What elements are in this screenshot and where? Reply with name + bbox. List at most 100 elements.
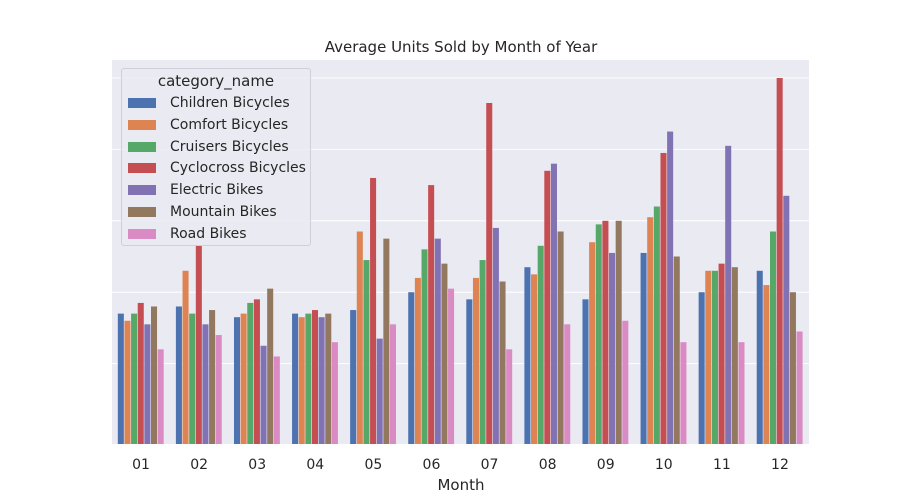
legend-swatch xyxy=(128,98,156,108)
bar-road-bikes-07 xyxy=(506,349,513,444)
legend-item-cyclocross-bicycles: Cyclocross Bicycles xyxy=(128,159,306,177)
bar-children-bicycles-09 xyxy=(582,299,589,444)
bar-mountain-bikes-08 xyxy=(557,231,564,444)
bar-mountain-bikes-07 xyxy=(499,281,506,444)
bar-electric-bikes-02 xyxy=(202,324,209,444)
bar-road-bikes-12 xyxy=(796,331,803,444)
bar-cruisers-bicycles-01 xyxy=(131,313,138,444)
bar-electric-bikes-06 xyxy=(434,238,441,444)
bar-comfort-bicycles-04 xyxy=(298,317,305,444)
legend-label: Children Bicycles xyxy=(170,95,290,111)
bar-children-bicycles-11 xyxy=(698,292,705,444)
bar-electric-bikes-10 xyxy=(667,131,674,445)
bar-road-bikes-09 xyxy=(622,320,629,444)
bar-electric-bikes-03 xyxy=(260,345,267,444)
legend-swatch xyxy=(128,228,156,239)
bar-road-bikes-03 xyxy=(273,356,280,444)
x-tick-label-03: 03 xyxy=(248,457,266,473)
x-tick-label-12: 12 xyxy=(771,457,789,473)
legend-label: Electric Bikes xyxy=(170,182,264,199)
legend-label: Cruisers Bicycles xyxy=(170,138,289,155)
x-tick-label-07: 07 xyxy=(481,457,499,473)
bar-cyclocross-bicycles-07 xyxy=(486,102,493,445)
bar-cyclocross-bicycles-02 xyxy=(195,245,202,444)
bar-cyclocross-bicycles-03 xyxy=(253,299,260,444)
bar-cyclocross-bicycles-06 xyxy=(428,185,435,444)
bar-road-bikes-04 xyxy=(331,342,338,444)
bar-mountain-bikes-03 xyxy=(267,288,274,444)
legend-title: category_name xyxy=(157,72,275,90)
bar-road-bikes-01 xyxy=(157,349,164,444)
legend-swatch xyxy=(128,141,156,152)
bar-comfort-bicycles-06 xyxy=(414,277,421,444)
bar-road-bikes-02 xyxy=(215,335,222,444)
bar-cyclocross-bicycles-12 xyxy=(776,78,783,444)
legend-swatch xyxy=(128,163,156,174)
x-tick-label-01: 01 xyxy=(132,457,150,473)
bar-comfort-bicycles-11 xyxy=(705,270,712,444)
bar-children-bicycles-04 xyxy=(292,313,299,444)
bar-children-bicycles-12 xyxy=(756,270,763,444)
bar-cruisers-bicycles-11 xyxy=(711,270,718,444)
bar-comfort-bicycles-05 xyxy=(356,231,363,444)
bar-cyclocross-bicycles-10 xyxy=(660,152,667,444)
bar-children-bicycles-03 xyxy=(233,317,241,444)
x-tick-label-11: 11 xyxy=(713,457,731,473)
bar-electric-bikes-11 xyxy=(725,145,732,444)
bar-cruisers-bicycles-02 xyxy=(189,313,196,444)
x-tick-label-08: 08 xyxy=(539,457,557,473)
x-tick-label-05: 05 xyxy=(364,457,382,473)
x-tick-labels: 01 02 03 04 05 06 07 08 09 10 11 12 xyxy=(132,457,789,473)
bar-comfort-bicycles-10 xyxy=(647,217,654,444)
bar-comfort-bicycles-07 xyxy=(472,277,479,444)
bar-mountain-bikes-02 xyxy=(209,310,216,444)
bar-cruisers-bicycles-12 xyxy=(770,231,777,444)
bar-mountain-bikes-06 xyxy=(441,263,448,444)
bar-mountain-bikes-04 xyxy=(325,313,332,444)
bar-road-bikes-10 xyxy=(680,342,687,444)
bar-comfort-bicycles-01 xyxy=(124,320,131,444)
bar-mountain-bikes-12 xyxy=(789,292,796,444)
bar-cruisers-bicycles-03 xyxy=(247,302,254,444)
bar-comfort-bicycles-12 xyxy=(763,285,770,444)
bar-cruisers-bicycles-08 xyxy=(537,245,544,444)
bar-cyclocross-bicycles-09 xyxy=(602,220,609,444)
legend-item-cruisers-bicycles: Cruisers Bicycles xyxy=(128,138,289,156)
bar-electric-bikes-01 xyxy=(144,324,151,444)
bar-electric-bikes-05 xyxy=(376,338,383,444)
bar-mountain-bikes-10 xyxy=(673,256,680,444)
legend: category_name Children Bicycles Comfort B… xyxy=(121,68,311,246)
legend-item-road-bikes: Road Bikes xyxy=(128,225,247,243)
legend-item-children-bicycles: Children Bicycles xyxy=(128,94,290,112)
chart-title: Average Units Sold by Month of Year xyxy=(325,38,598,56)
bar-cruisers-bicycles-05 xyxy=(363,260,370,444)
bar-cruisers-bicycles-09 xyxy=(595,224,602,444)
bar-comfort-bicycles-08 xyxy=(531,274,538,444)
bar-electric-bikes-04 xyxy=(318,317,325,444)
bar-comfort-bicycles-03 xyxy=(240,313,247,444)
x-tick-label-10: 10 xyxy=(655,457,673,473)
bar-mountain-bikes-09 xyxy=(615,220,622,444)
x-tick-label-09: 09 xyxy=(597,457,615,473)
bar-children-bicycles-10 xyxy=(640,252,647,444)
bar-cruisers-bicycles-04 xyxy=(305,313,312,444)
bar-cyclocross-bicycles-01 xyxy=(137,302,144,444)
bar-cyclocross-bicycles-04 xyxy=(311,310,319,444)
bar-mountain-bikes-11 xyxy=(731,267,738,444)
bar-mountain-bikes-01 xyxy=(151,306,158,444)
bar-cruisers-bicycles-10 xyxy=(653,206,660,444)
bar-children-bicycles-06 xyxy=(408,292,415,444)
bar-children-bicycles-02 xyxy=(175,306,182,444)
bar-children-bicycles-08 xyxy=(524,267,531,444)
bars-layer xyxy=(117,78,803,445)
legend-label: Comfort Bicycles xyxy=(170,116,289,133)
bar-road-bikes-08 xyxy=(564,324,571,444)
bar-electric-bikes-12 xyxy=(783,195,790,444)
bar-road-bikes-05 xyxy=(389,324,397,444)
bar-children-bicycles-05 xyxy=(350,310,357,444)
x-tick-label-04: 04 xyxy=(306,457,324,473)
legend-item-mountain-bikes: Mountain Bikes xyxy=(128,203,277,221)
bar-comfort-bicycles-02 xyxy=(182,270,189,444)
